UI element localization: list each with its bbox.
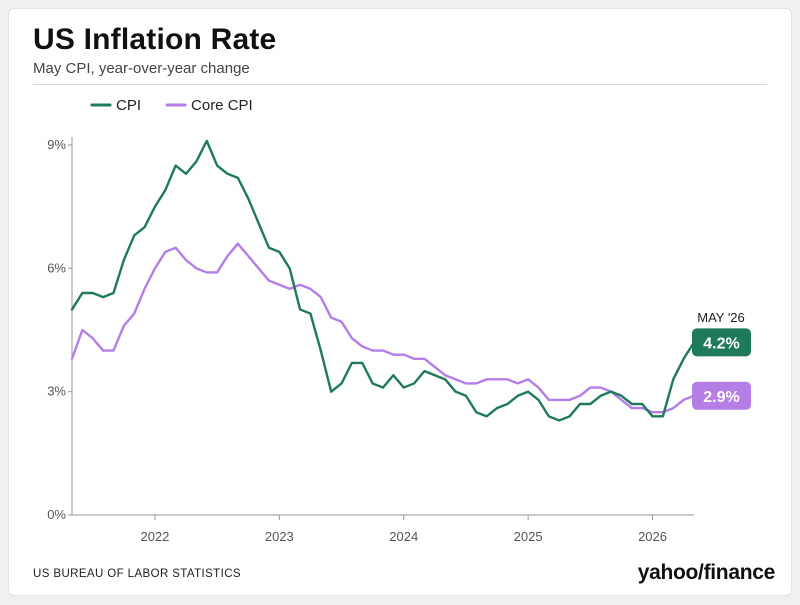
y-tick-label: 9% [47,137,66,152]
x-tick-label: 2025 [514,529,543,544]
y-tick-label: 0% [47,507,66,522]
y-tick-label: 6% [47,260,66,275]
series-line-core-cpi [70,242,696,414]
chart-subtitle: May CPI, year-over-year change [33,60,250,77]
end-badge-core-cpi [692,381,751,410]
yahoo-finance-logo: yahoo/finance [637,561,776,584]
series-line-cpi [70,139,696,422]
x-tick-label: 2022 [140,529,169,544]
x-tick-label: 2026 [638,529,667,544]
y-tick-label: 3% [47,384,66,399]
end-value-label-cpi: 4.2% [703,335,739,352]
legend-label-cpi: CPI [116,97,141,114]
chart-title: US Inflation Rate [33,23,277,56]
source-label: US BUREAU OF LABOR STATISTICS [33,568,241,580]
period-label: MAY '26 [697,310,745,325]
end-value-label-core-cpi: 2.9% [703,389,739,406]
legend-label-core-cpi: Core CPI [191,97,253,114]
header-divider [33,84,767,85]
x-tick-label: 2024 [389,529,418,544]
end-badge-cpi [692,328,751,357]
x-tick-label: 2023 [265,529,294,544]
